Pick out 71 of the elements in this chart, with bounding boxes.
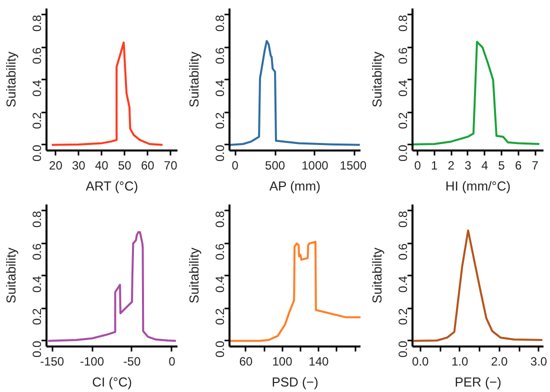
y-axis-title: Suitability: [370, 51, 384, 108]
y-tick-label: 0.8: [396, 210, 410, 228]
x-tick-label: -50: [123, 354, 141, 368]
y-tick-label: 0.6: [30, 243, 44, 260]
y-tick-label: 0.8: [30, 210, 44, 228]
y-axis-title: Suitability: [4, 51, 18, 108]
y-tick-label: 0.8: [213, 210, 227, 228]
x-tick-label: 4: [481, 158, 488, 172]
x-axis-title: ART (°C): [86, 178, 138, 194]
x-tick-label: 3.0: [530, 354, 548, 368]
x-tick-label: 6: [514, 158, 522, 172]
y-tick-label: 0.4: [30, 80, 44, 97]
x-tick-label: 2: [448, 158, 455, 172]
x-tick-label: 100: [272, 354, 293, 368]
x-axis-title: HI (mm/°C): [445, 178, 511, 194]
x-tick-label: 500: [265, 158, 286, 172]
x-tick-label: 40: [94, 158, 109, 172]
y-tick-label: 0.8: [396, 14, 410, 32]
x-tick-label: -100: [80, 354, 104, 368]
x-axis-title: CI (°C): [92, 374, 132, 390]
x-axis-title: PER (−): [454, 374, 502, 390]
x-tick-label: 30: [72, 158, 86, 172]
x-axis-title: PSD (−): [272, 374, 318, 390]
y-tick-label: 0.4: [396, 80, 410, 97]
x-tick-label: 3: [464, 158, 472, 172]
x-tick-label: 1: [430, 158, 438, 172]
x-tick-label: 60: [239, 354, 253, 368]
y-tick-label: 0.6: [213, 47, 227, 64]
y-tick-label: 0.4: [213, 80, 227, 97]
y-tick-label: 0.2: [30, 112, 44, 130]
x-tick-label: 20: [49, 158, 63, 172]
y-tick-label: 0.6: [30, 47, 44, 64]
y-tick-label: 0.8: [30, 14, 44, 32]
y-axis-title: Suitability: [4, 247, 18, 304]
x-tick-label: 140: [308, 354, 329, 368]
x-tick-label: 1000: [302, 158, 329, 172]
y-tick-label: 0.2: [213, 112, 227, 130]
x-tick-label: 2.0: [490, 354, 508, 368]
y-axis-title: Suitability: [186, 247, 202, 304]
y-tick-label: 0.0: [396, 144, 410, 162]
y-tick-label: 0.4: [30, 276, 44, 293]
y-tick-label: 0.0: [213, 340, 227, 358]
y-axis-title: Suitability: [186, 51, 202, 108]
x-tick-label: 0: [414, 158, 422, 172]
y-tick-label: 0.6: [213, 243, 227, 260]
y-tick-label: 0.2: [396, 308, 410, 326]
y-tick-label: 0.0: [30, 340, 44, 358]
x-tick-label: 0.0: [412, 354, 430, 368]
y-tick-label: 0.8: [213, 14, 227, 32]
y-tick-label: 0.2: [213, 308, 227, 326]
y-tick-label: 0.6: [396, 243, 410, 260]
x-axis-title: AP (mm): [269, 178, 320, 194]
x-tick-label: 0: [168, 354, 176, 368]
x-tick-label: 60: [140, 158, 155, 172]
y-tick-label: 0.2: [396, 112, 410, 130]
x-tick-label: 1.0: [452, 354, 469, 368]
y-tick-label: 0.0: [30, 144, 44, 162]
y-tick-label: 0.0: [396, 340, 410, 358]
y-tick-label: 0.4: [213, 276, 227, 293]
y-tick-label: 0.2: [30, 308, 44, 326]
x-tick-label: 5: [498, 158, 506, 172]
x-tick-label: 70: [164, 158, 178, 172]
y-tick-label: 0.4: [396, 276, 410, 293]
x-tick-label: 7: [532, 158, 539, 172]
y-axis-title: Suitability: [370, 247, 384, 304]
x-tick-label: 1500: [340, 158, 367, 172]
y-tick-label: 0.6: [396, 47, 410, 64]
x-tick-label: 0: [232, 158, 239, 172]
x-tick-label: 50: [118, 158, 132, 172]
x-tick-label: -150: [40, 354, 64, 368]
y-tick-label: 0.0: [213, 144, 227, 162]
